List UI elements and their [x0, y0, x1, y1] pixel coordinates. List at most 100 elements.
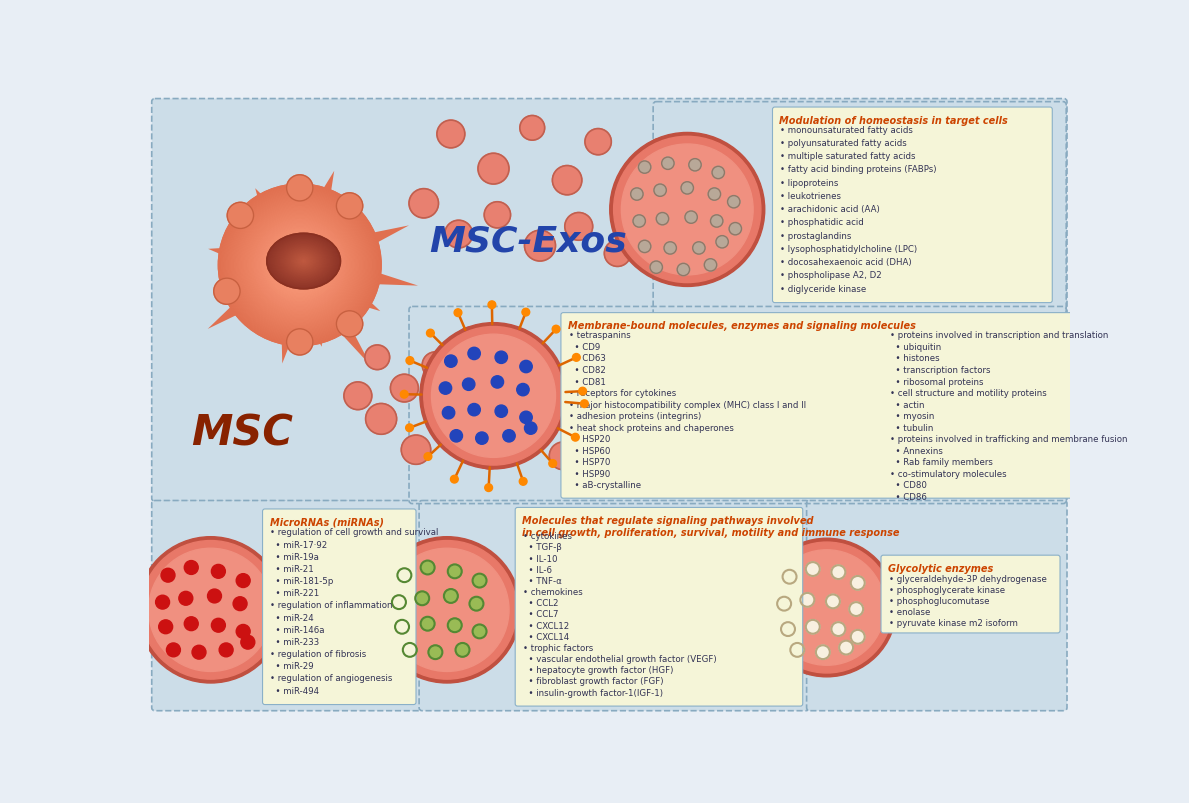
Circle shape	[463, 378, 474, 391]
Circle shape	[296, 263, 303, 269]
Circle shape	[228, 194, 371, 336]
Circle shape	[287, 176, 313, 202]
Circle shape	[156, 596, 170, 609]
Circle shape	[243, 209, 357, 322]
Circle shape	[663, 243, 677, 255]
Circle shape	[422, 353, 448, 378]
Circle shape	[478, 154, 509, 185]
Circle shape	[851, 577, 864, 590]
Circle shape	[781, 622, 795, 636]
Ellipse shape	[301, 259, 307, 263]
FancyBboxPatch shape	[152, 100, 1067, 502]
Text: • fibroblast growth factor (FGF): • fibroblast growth factor (FGF)	[523, 677, 663, 686]
Circle shape	[614, 137, 761, 283]
Circle shape	[276, 242, 325, 290]
Circle shape	[423, 327, 564, 466]
Text: • CD82: • CD82	[568, 365, 605, 374]
Text: • tetraspanins: • tetraspanins	[568, 331, 630, 340]
Circle shape	[421, 560, 435, 575]
Circle shape	[295, 261, 304, 271]
Circle shape	[212, 565, 226, 578]
Circle shape	[225, 191, 375, 340]
Circle shape	[259, 225, 340, 306]
Text: • phospholipase A2, D2: • phospholipase A2, D2	[780, 271, 882, 280]
Circle shape	[158, 620, 172, 634]
Circle shape	[454, 309, 461, 317]
Circle shape	[553, 166, 581, 196]
Ellipse shape	[272, 238, 335, 285]
Circle shape	[439, 382, 452, 395]
Circle shape	[421, 617, 435, 631]
Text: • TGF-β: • TGF-β	[523, 543, 561, 552]
Circle shape	[491, 348, 520, 376]
Ellipse shape	[295, 255, 313, 269]
Circle shape	[565, 214, 592, 241]
Circle shape	[470, 597, 484, 611]
Text: • major histocompatibility complex (MHC) class I and II: • major histocompatibility complex (MHC)…	[568, 400, 806, 409]
Circle shape	[161, 569, 175, 582]
Text: MSC: MSC	[190, 412, 292, 454]
Text: • Annexins: • Annexins	[891, 446, 943, 455]
Ellipse shape	[298, 258, 309, 266]
Circle shape	[685, 212, 697, 224]
Text: • CCL7: • CCL7	[523, 609, 559, 618]
Circle shape	[524, 422, 537, 434]
Circle shape	[552, 326, 560, 333]
Ellipse shape	[285, 248, 322, 275]
Circle shape	[241, 635, 254, 650]
Ellipse shape	[298, 259, 308, 265]
Circle shape	[403, 643, 417, 657]
Circle shape	[278, 245, 321, 287]
Circle shape	[831, 622, 845, 636]
Text: • fatty acid binding proteins (FABPs): • fatty acid binding proteins (FABPs)	[780, 165, 937, 174]
Text: • transcription factors: • transcription factors	[891, 365, 990, 374]
Circle shape	[637, 218, 667, 248]
Text: MSC-Exos: MSC-Exos	[429, 224, 628, 258]
Text: • CD81: • CD81	[568, 377, 605, 386]
Text: Glycolytic enzymes: Glycolytic enzymes	[888, 563, 993, 573]
Circle shape	[851, 630, 864, 644]
Circle shape	[826, 595, 839, 609]
Circle shape	[778, 597, 791, 611]
Circle shape	[287, 329, 313, 356]
Ellipse shape	[294, 254, 314, 269]
Circle shape	[377, 541, 517, 679]
Ellipse shape	[303, 261, 304, 263]
Circle shape	[495, 406, 508, 418]
Circle shape	[472, 625, 486, 638]
Text: • miR-24: • miR-24	[270, 613, 314, 622]
Circle shape	[397, 569, 411, 582]
Circle shape	[654, 185, 666, 197]
Circle shape	[229, 196, 370, 335]
Text: • multiple saturated fatty acids: • multiple saturated fatty acids	[780, 152, 916, 161]
Text: • glyceraldehyde-3P dehydrogenase: • glyceraldehyde-3P dehydrogenase	[888, 574, 1046, 583]
FancyBboxPatch shape	[561, 313, 1189, 499]
Text: • vascular endothelial growth factor (VEGF): • vascular endothelial growth factor (VE…	[523, 654, 717, 663]
Ellipse shape	[302, 260, 306, 263]
Circle shape	[409, 190, 439, 218]
Text: • insulin-growth factor-1(IGF-1): • insulin-growth factor-1(IGF-1)	[523, 687, 663, 697]
Circle shape	[476, 433, 487, 445]
Circle shape	[729, 223, 742, 235]
Text: • CD86: • CD86	[891, 492, 927, 501]
Circle shape	[252, 218, 347, 312]
Text: • leukotrienes: • leukotrienes	[780, 192, 842, 201]
Ellipse shape	[268, 234, 340, 289]
FancyBboxPatch shape	[881, 556, 1061, 633]
Circle shape	[712, 167, 724, 179]
Circle shape	[289, 255, 312, 277]
Text: • histones: • histones	[891, 354, 940, 363]
Polygon shape	[309, 172, 334, 218]
Circle shape	[768, 550, 885, 666]
Ellipse shape	[269, 235, 339, 288]
Circle shape	[233, 199, 366, 332]
Text: • miR-29: • miR-29	[270, 662, 314, 671]
Circle shape	[442, 407, 454, 419]
Circle shape	[256, 222, 344, 309]
Ellipse shape	[295, 255, 312, 268]
Circle shape	[270, 236, 329, 295]
Circle shape	[265, 231, 334, 300]
Ellipse shape	[291, 252, 316, 271]
Text: • lipoproteins: • lipoproteins	[780, 178, 838, 187]
Text: • TNF-α: • TNF-α	[523, 577, 562, 585]
